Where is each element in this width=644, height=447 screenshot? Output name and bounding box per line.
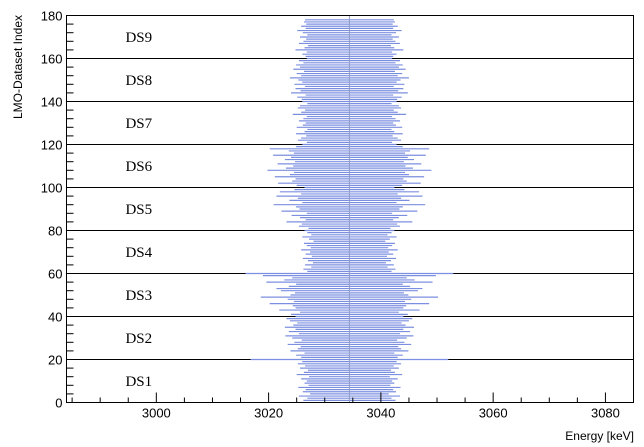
y-tick-label: 100 (41, 181, 63, 196)
y-axis: 0 20 40 60 80 100 120 140 160 180 (41, 9, 81, 411)
dataset-label-ds8: DS8 (125, 73, 152, 89)
dataset-label-ds1: DS1 (125, 374, 152, 390)
x-tick-label: 3040 (366, 406, 395, 421)
y-tick-label: 20 (48, 353, 62, 368)
dataset-label-ds2: DS2 (125, 331, 152, 347)
dataset-label-ds3: DS3 (125, 288, 152, 304)
y-tick-label: 120 (41, 138, 63, 153)
y-tick-label: 60 (48, 267, 62, 282)
y-axis-title: LMO-Dataset Index (11, 15, 25, 119)
y-tick-label: 180 (41, 9, 63, 24)
x-axis: 3000 3020 3040 3060 3080 (71, 392, 634, 421)
dataset-labels: DS1 DS2 DS3 DS4 DS5 DS6 DS7 DS8 DS9 (125, 30, 152, 390)
dataset-label-ds9: DS9 (125, 30, 152, 46)
x-tick-label: 3000 (142, 406, 171, 421)
dataset-label-ds4: DS4 (125, 245, 152, 261)
y-tick-label: 160 (41, 52, 63, 67)
y-tick-label: 40 (48, 310, 62, 325)
x-axis-title: Energy [keV] (565, 429, 634, 443)
x-tick-label: 3020 (254, 406, 283, 421)
y-tick-label: 0 (55, 396, 62, 411)
x-tick-label: 3080 (591, 406, 620, 421)
dataset-label-ds7: DS7 (125, 116, 152, 132)
plot-frame (66, 15, 634, 403)
x-tick-label: 3060 (479, 406, 508, 421)
dataset-label-ds5: DS5 (125, 202, 152, 218)
y-tick-label: 140 (41, 95, 63, 110)
y-tick-label: 80 (48, 224, 62, 239)
dataset-label-ds6: DS6 (125, 159, 152, 175)
